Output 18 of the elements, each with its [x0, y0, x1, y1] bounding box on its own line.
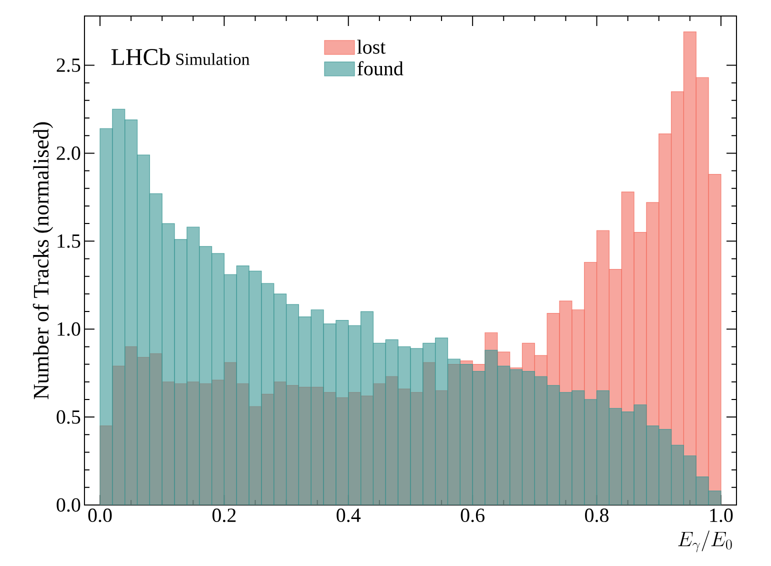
- x-tick-label: 1.0: [710, 508, 733, 522]
- y-tick-label: 1.5: [58, 234, 80, 248]
- y-tick-label: 2.0: [56, 146, 80, 160]
- annotation: Simulation: [176, 53, 250, 66]
- x-tick-label: 0.4: [336, 508, 361, 522]
- legend-label: lost: [357, 40, 386, 54]
- x-tick-label: 0.6: [460, 508, 484, 522]
- x-tick-label: 0.0: [88, 508, 112, 522]
- y-tick-label: 2.5: [56, 58, 80, 72]
- y-axis-title: Number of Tracks (normalised): [32, 122, 54, 400]
- y-tick-label: 1.0: [58, 322, 80, 336]
- y-tick-label: 0.5: [56, 410, 80, 424]
- y-tick-label: 0.0: [56, 498, 80, 512]
- legend-label: found: [357, 61, 404, 76]
- x-tick-label: 0.2: [212, 508, 236, 522]
- annotation: LHCb: [111, 48, 170, 66]
- x-tick-label: 0.8: [585, 508, 609, 522]
- x-axis-title: $E_\gamma/E_0$: [678, 530, 732, 552]
